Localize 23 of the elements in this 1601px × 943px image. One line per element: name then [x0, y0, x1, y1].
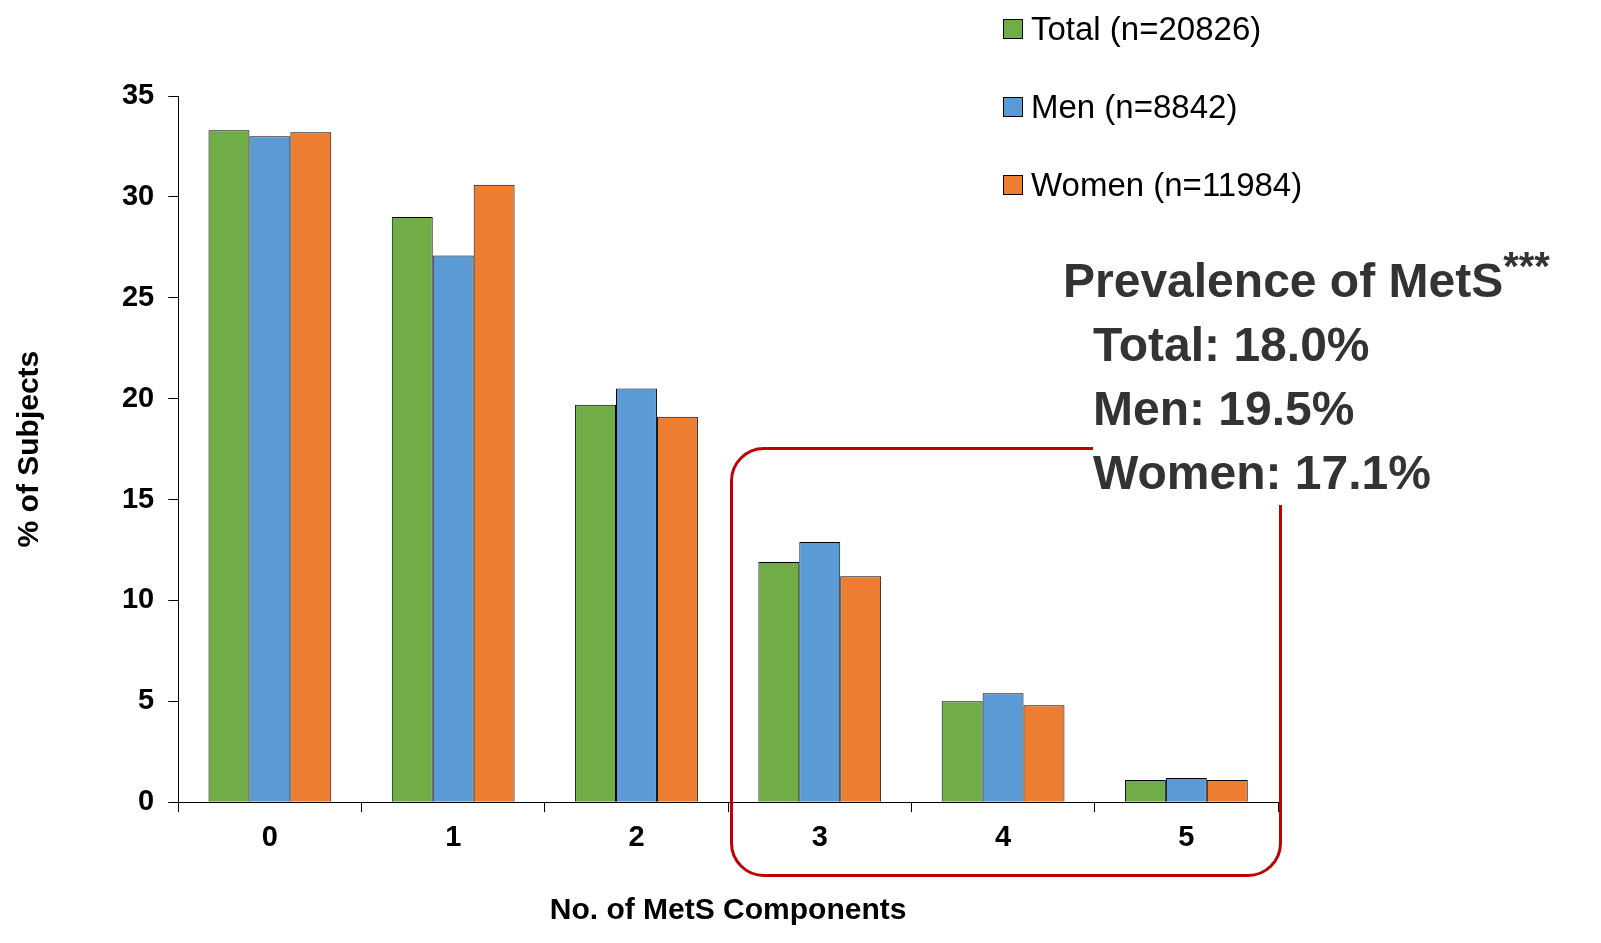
x-tick-label: 1: [445, 819, 462, 852]
x-tick-label: 5: [1178, 819, 1195, 852]
legend-label: Women (n=11984): [1031, 166, 1303, 204]
y-tick-label: 20: [121, 380, 155, 413]
y-tick-label: 35: [121, 78, 155, 110]
annotation: Women: 17.1%: [1093, 441, 1431, 505]
x-axis-title: No. of MetS Components: [549, 892, 907, 926]
y-tick-label: 10: [121, 582, 155, 615]
x-tick-label: 2: [628, 819, 645, 852]
x-tick-label: 3: [811, 819, 828, 852]
annotation: Men: 19.5%: [1093, 377, 1355, 441]
x-tick-label: 4: [994, 819, 1012, 852]
x-tick-label: 0: [261, 819, 278, 852]
legend-label: Men (n=8842): [1031, 88, 1238, 126]
y-tick-label: 0: [138, 784, 155, 817]
y-tick-label: 5: [138, 683, 155, 716]
y-tick-label: 30: [121, 178, 155, 211]
annotation: Total: 18.0%: [1093, 313, 1370, 377]
legend-label: Total (n=20826): [1031, 10, 1262, 48]
y-tick-label: 15: [121, 481, 155, 514]
y-axis-title: % of Subjects: [11, 350, 45, 548]
annotation: Prevalence of MetS$^{***}$: [1063, 234, 1550, 313]
y-tick-label: 25: [121, 279, 155, 312]
